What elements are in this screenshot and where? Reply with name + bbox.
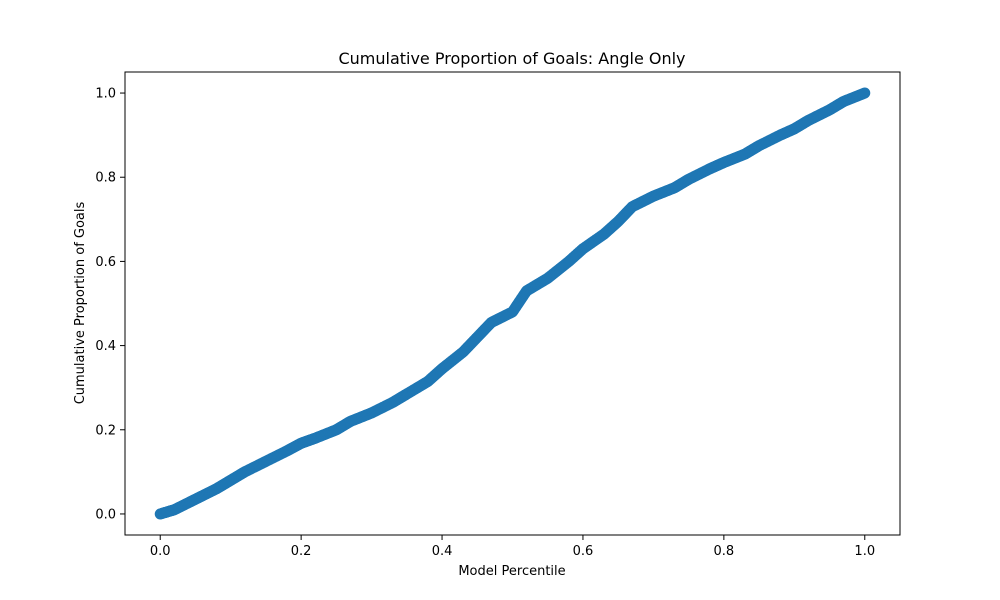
y-tick-label: 0.6 (95, 255, 116, 270)
y-tick-label: 0.8 (95, 171, 116, 186)
x-axis: 0.0 0.2 0.4 0.6 0.8 1.0 (150, 535, 875, 559)
x-tick-label: 0.2 (291, 544, 312, 559)
y-tick-label: 0.2 (95, 423, 116, 438)
y-tick-label: 1.0 (95, 87, 116, 102)
plot-points (154, 87, 871, 520)
x-axis-label: Model Percentile (458, 564, 565, 579)
plot-frame (124, 71, 901, 536)
scatter-point (859, 87, 871, 99)
chart-title: Cumulative Proportion of Goals: Angle On… (338, 49, 685, 68)
y-tick-label: 0.0 (95, 507, 116, 522)
y-axis: 0.0 0.2 0.4 0.6 0.8 1.0 (95, 87, 125, 522)
y-tick-label: 0.4 (95, 339, 116, 354)
x-tick-label: 0.8 (714, 544, 735, 559)
x-tick-label: 1.0 (854, 544, 875, 559)
x-tick-label: 0.6 (573, 544, 594, 559)
x-tick-label: 0.0 (150, 544, 171, 559)
x-tick-label: 0.4 (432, 544, 453, 559)
y-axis-label: Cumulative Proportion of Goals (73, 201, 88, 404)
